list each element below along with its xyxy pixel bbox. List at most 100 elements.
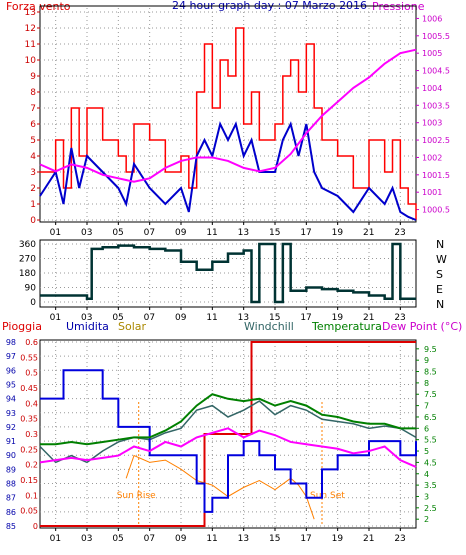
temp-tick-label: 3 xyxy=(424,492,429,501)
dewpoint-label: Dew Point (°C) xyxy=(382,320,462,333)
x-tick-label: 23 xyxy=(394,228,405,238)
rain-tick-label: 0.6 xyxy=(25,338,38,347)
humidity-tick-label: 98 xyxy=(6,338,16,347)
humidity-tick-label: 93 xyxy=(6,409,16,418)
left-tick-label: 7 xyxy=(30,104,36,114)
series-windchill xyxy=(39,400,417,464)
rain-tick-label: 0.4 xyxy=(25,399,38,408)
axes-direction: 01 03 05 07 09 11 13 15 17 19 21 23360270180900NWSE… xyxy=(19,238,447,323)
x-tick-label: 07 xyxy=(144,313,155,323)
temperatura-label: Temperatura xyxy=(311,320,382,333)
x-tick-label: 21 xyxy=(363,228,374,238)
dir-tick-label: 360 xyxy=(19,240,36,250)
x-tick-label: 07 xyxy=(144,534,155,544)
rain-tick-label: 0.55 xyxy=(20,353,38,362)
temp-tick-label: 8 xyxy=(424,379,429,388)
x-tick-label: 03 xyxy=(81,228,92,238)
pioggia-label: Pioggia xyxy=(2,320,42,333)
left-tick-label: 0 xyxy=(30,216,36,226)
left-tick-label: 1 xyxy=(30,200,36,210)
right-tick-label: 1005 xyxy=(422,49,442,58)
x-tick-label: 13 xyxy=(238,313,249,323)
humidity-tick-label: 87 xyxy=(6,494,16,503)
x-tick-label: 23 xyxy=(394,534,405,544)
windchill-label: Windchill xyxy=(244,320,294,333)
series-pressure xyxy=(39,48,417,183)
rain-tick-label: 0.2 xyxy=(25,461,38,470)
temp-tick-label: 8.5 xyxy=(424,368,437,377)
humidity-tick-label: 97 xyxy=(6,352,16,361)
x-tick-label: 07 xyxy=(144,228,155,238)
x-tick-label: 13 xyxy=(238,228,249,238)
sunset-annotation: Sun Set xyxy=(310,491,345,501)
dir-tick-label: 180 xyxy=(19,269,36,279)
rain-tick-label: 0.5 xyxy=(25,369,38,378)
left-tick-label: 9 xyxy=(30,72,36,82)
axes-wind: 01 03 05 07 09 11 13 15 17 19 21 230123456789101112… xyxy=(25,8,450,238)
humidity-tick-label: 86 xyxy=(6,508,16,517)
x-tick-label: 23 xyxy=(394,313,405,323)
umidita-label: Umidita xyxy=(66,320,109,333)
x-tick-label: 09 xyxy=(175,534,187,544)
dir-tick-label: 270 xyxy=(19,255,36,265)
temp-tick-label: 6.5 xyxy=(424,413,437,422)
temp-tick-label: 6 xyxy=(424,424,429,433)
temp-tick-label: 3.5 xyxy=(424,481,437,490)
series-weather xyxy=(39,341,417,527)
series-rain xyxy=(40,341,416,527)
rain-tick-label: 0.1 xyxy=(25,491,38,500)
rain-tick-label: 0.45 xyxy=(20,384,38,393)
x-tick-label: 09 xyxy=(175,313,187,323)
temp-tick-label: 2.5 xyxy=(424,504,437,513)
x-tick-label: 11 xyxy=(206,534,217,544)
left-tick-label: 8 xyxy=(30,88,36,98)
humidity-tick-label: 95 xyxy=(6,380,16,389)
rain-tick-label: 0.25 xyxy=(20,445,38,454)
x-tick-label: 13 xyxy=(238,534,249,544)
temp-tick-label: 7.5 xyxy=(424,390,437,399)
series-temperature xyxy=(40,393,416,446)
x-tick-label: 15 xyxy=(269,534,280,544)
left-tick-label: 12 xyxy=(25,24,36,34)
left-tick-label: 13 xyxy=(25,8,36,18)
x-tick-label: 15 xyxy=(269,313,280,323)
right-tick-label: 1004.5 xyxy=(422,67,450,76)
x-tick-label: 05 xyxy=(112,228,123,238)
compass-label: N xyxy=(436,238,444,251)
humidity-tick-label: 88 xyxy=(6,480,16,489)
sunrise-annotation: Sun Rise xyxy=(117,491,156,501)
compass-label: E xyxy=(436,283,443,296)
x-tick-label: 03 xyxy=(81,534,92,544)
temp-tick-label: 4 xyxy=(424,470,429,479)
rain-tick-label: 0 xyxy=(33,522,38,531)
rain-tick-label: 0.15 xyxy=(20,476,38,485)
series-wind-pressure xyxy=(39,27,417,221)
panel-weather-frame xyxy=(39,339,417,529)
x-tick-label: 19 xyxy=(332,534,344,544)
wind-title: Forza vento xyxy=(6,0,71,13)
x-tick-label: 03 xyxy=(81,313,92,323)
x-tick-label: 15 xyxy=(269,228,280,238)
rain-tick-label: 0.35 xyxy=(20,415,38,424)
x-tick-label: 17 xyxy=(300,228,311,238)
temp-tick-label: 2 xyxy=(424,515,429,524)
right-tick-label: 1003 xyxy=(422,119,442,128)
x-tick-label: 17 xyxy=(300,313,311,323)
x-tick-label: 01 xyxy=(50,228,61,238)
compass-label: W xyxy=(436,253,447,266)
left-tick-label: 5 xyxy=(30,136,36,146)
rain-tick-label: 0.05 xyxy=(20,507,38,516)
compass-label: S xyxy=(436,268,443,281)
x-tick-label: 05 xyxy=(112,534,123,544)
right-tick-label: 1000.5 xyxy=(422,206,450,215)
series-humidity xyxy=(40,369,417,513)
compass-label: N xyxy=(436,298,444,311)
axes-weather: 01 03 05 07 09 11 13 15 17 19 21 238586878889909192… xyxy=(6,338,437,544)
dir-tick-label: 0 xyxy=(30,298,36,308)
humidity-tick-label: 90 xyxy=(6,451,16,460)
right-tick-label: 1001.5 xyxy=(422,171,450,180)
temp-tick-label: 7 xyxy=(424,402,429,411)
dir-tick-label: 90 xyxy=(25,284,37,294)
